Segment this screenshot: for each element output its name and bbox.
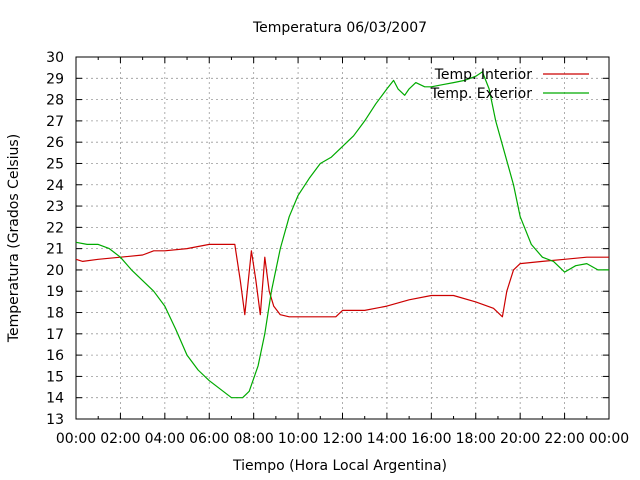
- y-tick-label: 28: [46, 93, 64, 109]
- x-tick-label: 22:00: [544, 431, 584, 447]
- y-tick-label: 25: [46, 156, 64, 172]
- y-tick-label: 22: [46, 220, 64, 236]
- x-tick-label: 08:00: [233, 431, 273, 447]
- x-tick-label: 16:00: [411, 431, 451, 447]
- y-tick-label: 13: [46, 412, 64, 428]
- y-tick-label: 26: [46, 135, 64, 151]
- y-tick-label: 29: [46, 71, 64, 87]
- y-tick-label: 18: [46, 306, 64, 322]
- y-tick-label: 14: [46, 391, 64, 407]
- x-axis-label: Tiempo (Hora Local Argentina): [232, 458, 447, 474]
- series-line-interior: [75, 243, 609, 318]
- x-tick-label: 12:00: [322, 431, 362, 447]
- grid-lines: [76, 57, 609, 419]
- x-axis: 00:00 02:00 04:00 06:00 08:00 10:00 12:00 14:00…: [56, 57, 629, 447]
- x-tick-label: 18:00: [456, 431, 496, 447]
- legend-label: Temp. Interior: [434, 67, 533, 83]
- legend: Temp. Interior Temp. Exterior: [430, 67, 589, 102]
- x-tick-label: 14:00: [367, 431, 407, 447]
- x-tick-label: 06:00: [189, 431, 229, 447]
- y-tick-label: 19: [46, 284, 64, 300]
- series-group: [75, 71, 609, 399]
- x-tick-label: 00:00: [56, 431, 96, 447]
- y-tick-label: 16: [46, 348, 64, 364]
- chart-title: Temperatura 06/03/2007: [252, 20, 427, 36]
- y-axis: 13 14 15 16 17 18 19 20 21 22 23 24 25 26 27 28 29 30: [46, 50, 609, 428]
- y-tick-label: 21: [46, 242, 64, 258]
- x-tick-label: 04:00: [145, 431, 185, 447]
- x-tick-label: 20:00: [500, 431, 540, 447]
- x-tick-label: 00:00: [589, 431, 629, 447]
- y-tick-label: 20: [46, 263, 64, 279]
- y-tick-label: 24: [46, 178, 64, 194]
- y-tick-label: 15: [46, 369, 64, 385]
- y-tick-label: 17: [46, 327, 64, 343]
- y-axis-label: Temperatura (Grados Celsius): [6, 134, 22, 343]
- y-tick-label: 23: [46, 199, 64, 215]
- x-tick-label: 02:00: [100, 431, 140, 447]
- y-tick-label: 27: [46, 114, 64, 130]
- series-line-exterior: [75, 71, 609, 399]
- x-tick-label: 10:00: [278, 431, 318, 447]
- legend-label: Temp. Exterior: [430, 86, 533, 102]
- y-tick-label: 30: [46, 50, 64, 66]
